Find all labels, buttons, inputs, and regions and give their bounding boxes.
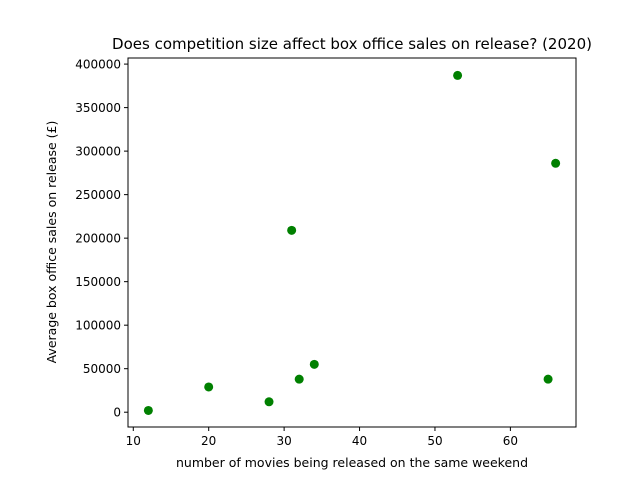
data-point	[264, 397, 274, 407]
data-point	[287, 225, 297, 235]
data-point	[309, 359, 319, 369]
x-tick-label: 40	[352, 434, 367, 448]
plot-area: 10 20 30 40 50 60 0 50000 100000 150000 200000 2500…	[75, 57, 577, 448]
y-tick-label: 100000	[75, 319, 121, 333]
y-tick-label: 200000	[75, 232, 121, 246]
data-point	[143, 405, 153, 415]
plot-frame	[127, 57, 577, 428]
x-tick-label: 50	[427, 434, 442, 448]
y-tick-label: 350000	[75, 101, 121, 115]
x-tick-label: 10	[126, 434, 141, 448]
y-tick-label: 250000	[75, 188, 121, 202]
x-tick-label: 60	[503, 434, 518, 448]
chart-title: Does competition size affect box office …	[112, 35, 592, 53]
x-tick-label: 30	[276, 434, 291, 448]
x-axis-label: number of movies being released on the s…	[176, 455, 528, 470]
y-tick-label: 300000	[75, 145, 121, 159]
y-tick-label: 150000	[75, 275, 121, 289]
y-tick-label: 400000	[75, 58, 121, 72]
x-tick-label: 20	[201, 434, 216, 448]
data-point	[204, 382, 214, 392]
data-point	[294, 374, 304, 384]
data-point	[543, 374, 553, 384]
y-tick-label: 0	[113, 406, 121, 420]
data-point	[453, 70, 463, 80]
y-axis-label: Average box office sales on release (£)	[44, 121, 59, 364]
y-tick-label: 50000	[83, 362, 121, 376]
data-point	[551, 158, 561, 168]
